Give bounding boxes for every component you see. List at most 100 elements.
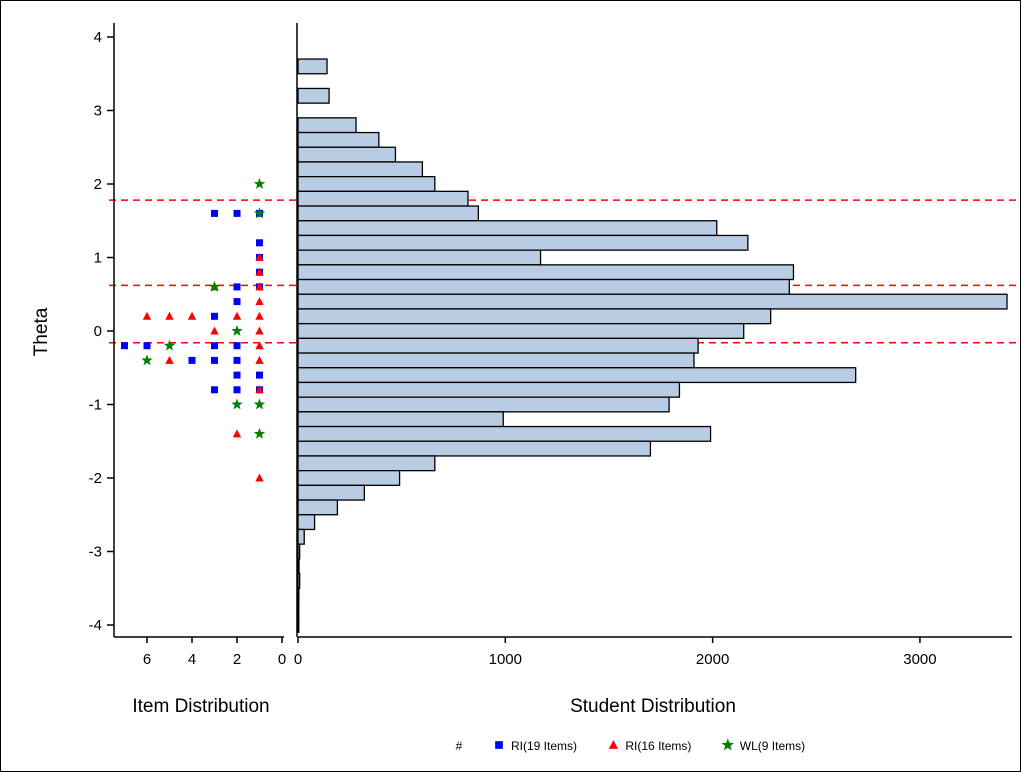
item-marker-0-11 <box>143 342 151 350</box>
item-marker-0-12 <box>211 342 218 350</box>
student-bar-10 <box>297 234 749 251</box>
student-bar-15 <box>297 308 772 325</box>
student-bar-33 <box>297 572 301 589</box>
student-bar-16 <box>297 322 745 339</box>
student-bar-13 <box>297 278 790 295</box>
item-marker-0-15 <box>211 356 218 364</box>
student-bar-11 <box>297 249 542 266</box>
student-bar-29 <box>297 514 316 531</box>
item-marker-0-7 <box>233 283 241 291</box>
item-markers-layer <box>121 178 266 482</box>
student-bar-2 <box>297 117 357 134</box>
item-marker-0-14 <box>188 356 196 364</box>
student-bar-28 <box>297 499 339 516</box>
student-bar-34 <box>297 587 300 604</box>
reference-line-layer <box>109 199 1018 344</box>
item-marker-0-19 <box>211 386 218 394</box>
item-marker-1-2 <box>255 282 264 291</box>
student-bar-7 <box>297 190 469 207</box>
student-bar-12 <box>297 264 795 281</box>
y-tick-label-6: -2 <box>89 470 102 487</box>
item-marker-0-17 <box>233 371 241 379</box>
legend-label-3: WL(9 Items) <box>740 739 805 753</box>
student-bar-1 <box>297 87 330 104</box>
item-x-tick-label-2: 2 <box>233 651 241 668</box>
item-marker-0-8 <box>233 298 241 306</box>
y-tick-label-8: -4 <box>89 617 102 634</box>
y-tick-label-3: 1 <box>94 250 102 267</box>
student-bar-18 <box>297 352 695 369</box>
student-bar-32 <box>297 558 300 575</box>
legend-hash-symbol: # <box>456 739 463 753</box>
legend: # RI(19 Items) RI(16 Items) WL(9 Items) <box>456 738 805 753</box>
y-tick-label-7: -3 <box>89 544 102 561</box>
item-marker-1-14 <box>255 355 264 364</box>
y-tick-label-5: -1 <box>89 397 102 414</box>
student-x-tick-label-2: 2000 <box>696 651 729 668</box>
student-bar-23 <box>297 425 712 442</box>
item-marker-2-8 <box>253 427 266 439</box>
item-marker-1-0 <box>255 253 264 261</box>
student-bar-27 <box>297 484 365 501</box>
student-panel-x-axis-title: Student Distribution <box>570 696 736 717</box>
item-marker-1-7 <box>187 311 197 320</box>
legend-label-1: RI(19 Items) <box>511 739 577 753</box>
item-marker-1-17 <box>255 473 264 482</box>
item-marker-1-1 <box>255 267 264 276</box>
item-x-tick-label-1: 4 <box>188 651 196 668</box>
item-marker-2-1 <box>253 207 266 219</box>
student-bar-22 <box>297 411 504 428</box>
item-marker-0-10 <box>121 342 128 350</box>
item-marker-2-5 <box>141 354 153 366</box>
student-bar-30 <box>297 528 305 545</box>
student-bar-6 <box>297 175 436 192</box>
student-bar-3 <box>297 131 380 148</box>
item-panel-x-axis-title: Item Distribution <box>132 696 269 717</box>
student-bar-35 <box>297 602 300 619</box>
item-marker-1-8 <box>232 311 242 320</box>
student-bar-26 <box>297 469 401 486</box>
item-marker-0-13 <box>233 342 241 350</box>
item-marker-0-16 <box>233 356 241 364</box>
student-bars-layer <box>297 58 1008 634</box>
student-x-tick-label-3: 3000 <box>903 651 936 668</box>
legend-marker-2 <box>608 740 619 749</box>
item-marker-1-12 <box>255 341 264 350</box>
student-bar-24 <box>297 440 652 457</box>
legend-marker-1 <box>495 741 503 749</box>
item-marker-1-5 <box>142 311 152 320</box>
item-marker-0-3 <box>256 239 263 247</box>
item-marker-0-2 <box>211 209 218 217</box>
student-bar-36 <box>297 617 300 634</box>
student-bar-31 <box>297 543 301 560</box>
item-marker-2-0 <box>253 178 266 189</box>
student-bar-17 <box>297 337 699 354</box>
student-bar-4 <box>297 146 397 163</box>
item-marker-1-16 <box>232 429 242 438</box>
item-marker-1-6 <box>165 311 174 320</box>
y-tick-label-2: 2 <box>94 176 102 193</box>
y-tick-label-1: 3 <box>94 103 102 120</box>
item-marker-0-20 <box>233 386 241 394</box>
y-axis-title: Theta <box>31 307 52 356</box>
item-x-tick-label-3: 0 <box>278 651 286 668</box>
item-marker-1-4 <box>255 297 264 306</box>
student-bar-9 <box>297 220 718 237</box>
item-marker-1-11 <box>255 326 264 335</box>
item-marker-0-1 <box>233 209 241 217</box>
student-bar-20 <box>297 381 681 398</box>
item-marker-0-18 <box>256 371 263 379</box>
item-marker-2-2 <box>208 280 221 292</box>
item-marker-2-4 <box>163 339 176 351</box>
student-x-tick-label-1: 1000 <box>489 651 522 668</box>
legend-marker-3 <box>721 738 735 751</box>
item-marker-2-3 <box>231 325 243 336</box>
item-marker-1-15 <box>255 385 264 394</box>
item-x-tick-label-0: 6 <box>143 651 151 668</box>
item-marker-2-7 <box>253 398 266 410</box>
item-marker-1-13 <box>165 355 174 364</box>
legend-label-2: RI(16 Items) <box>625 739 691 753</box>
student-bar-8 <box>297 205 480 222</box>
